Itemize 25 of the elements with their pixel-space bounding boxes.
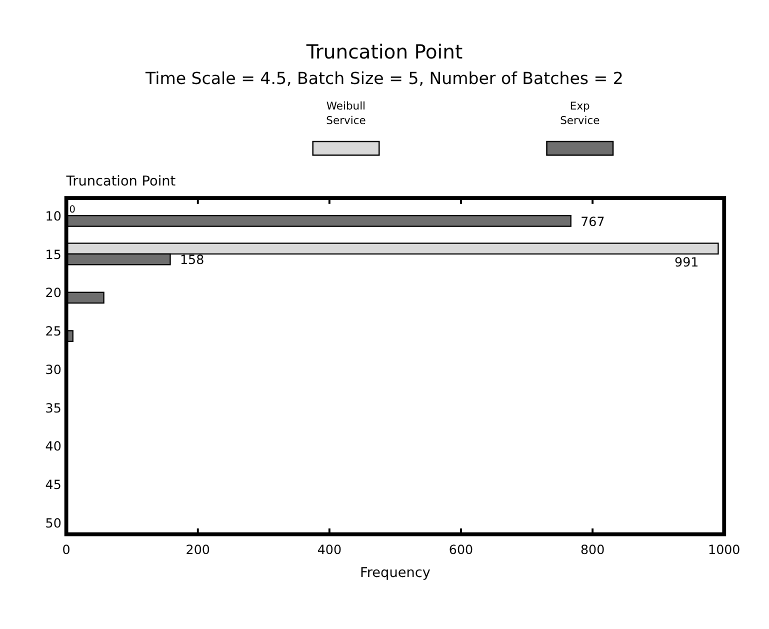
- data-label: 158: [180, 252, 204, 268]
- y-tick-label: 10: [45, 208, 62, 224]
- y-tick-label: 20: [45, 285, 62, 300]
- x-axis-title: Frequency: [360, 565, 430, 582]
- x-tick-label: 800: [580, 542, 605, 557]
- chart-title: Truncation Point: [305, 40, 464, 64]
- data-label: 767: [580, 214, 605, 229]
- data-label: 991: [674, 254, 699, 270]
- y-tick-label: 40: [45, 438, 62, 454]
- x-tick-label: 600: [448, 542, 474, 557]
- x-tick-label: 400: [317, 542, 342, 557]
- text: Weibull Service: [326, 99, 366, 127]
- y-tick-label: 25: [45, 324, 62, 339]
- y-axis-title: Truncation Point: [65, 173, 176, 190]
- x-tick-label: 1000: [708, 542, 740, 557]
- x-tick-label: 0: [62, 542, 70, 557]
- y-tick-label: 35: [45, 400, 62, 416]
- y-tick-label: 15: [45, 246, 62, 262]
- y-tick-label: 30: [45, 362, 62, 377]
- chart-subtitle: Time Scale = 4.5, Batch Size = 5, Number of Batches = 2: [144, 69, 624, 88]
- text: Exp Service: [560, 99, 600, 127]
- y-tick-label: 50: [45, 515, 62, 530]
- y-tick-label: 45: [45, 477, 62, 492]
- x-tick-label: 200: [186, 542, 210, 557]
- data-label: 0: [69, 204, 76, 216]
